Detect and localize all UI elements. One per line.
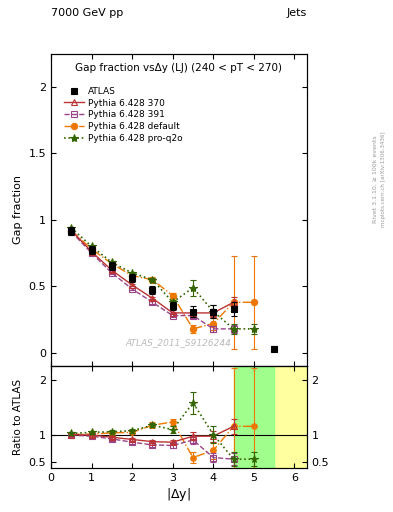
- Bar: [233, 366, 307, 468]
- Y-axis label: Ratio to ATLAS: Ratio to ATLAS: [13, 379, 23, 455]
- Bar: [233, 366, 274, 468]
- Legend: ATLAS, Pythia 6.428 370, Pythia 6.428 391, Pythia 6.428 default, Pythia 6.428 pr: ATLAS, Pythia 6.428 370, Pythia 6.428 39…: [61, 83, 186, 146]
- Text: Jets: Jets: [286, 8, 307, 18]
- Text: 7000 GeV pp: 7000 GeV pp: [51, 8, 123, 18]
- Text: Gap fraction vsΔy (LJ) (240 < pT < 270): Gap fraction vsΔy (LJ) (240 < pT < 270): [75, 63, 282, 73]
- Text: ATLAS_2011_S9126244: ATLAS_2011_S9126244: [126, 338, 232, 347]
- Y-axis label: Gap fraction: Gap fraction: [13, 176, 23, 244]
- Text: mcplots.cern.ch [arXiv:1306.3436]: mcplots.cern.ch [arXiv:1306.3436]: [381, 132, 386, 227]
- X-axis label: |$\Delta$y|: |$\Delta$y|: [166, 486, 191, 503]
- Text: Rivet 3.1.10, ≥ 100k events: Rivet 3.1.10, ≥ 100k events: [373, 135, 378, 223]
